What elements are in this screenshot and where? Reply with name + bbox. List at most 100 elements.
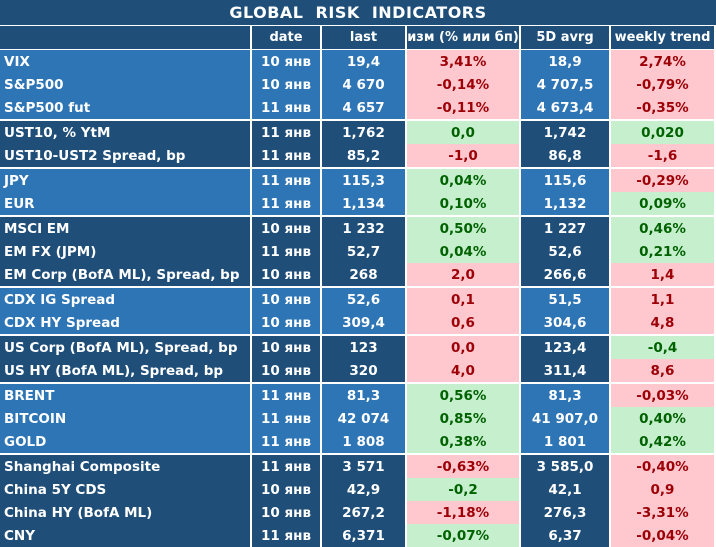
row-change: -0,11% [407, 96, 521, 119]
row-weekly-trend: -0,4 [611, 334, 716, 359]
table-row: BITCOIN 11 янв 42 074 0,85% 41 907,0 0,40% [0, 407, 716, 430]
row-weekly-trend: -3,31% [611, 501, 716, 524]
row-5d-average: 86,8 [521, 144, 611, 167]
risk-indicators-table: date last изм (% или бп) 5D avrg weekly … [0, 25, 716, 547]
row-weekly-trend: 0,9 [611, 478, 716, 501]
row-name: EM FX (JPM) [0, 240, 252, 263]
row-weekly-trend: -0,35% [611, 96, 716, 119]
row-name: CDX HY Spread [0, 311, 252, 334]
row-last: 1 808 [322, 430, 407, 453]
row-weekly-trend: -0,04% [611, 524, 716, 547]
row-change: 0,6 [407, 311, 521, 334]
row-5d-average: 123,4 [521, 334, 611, 359]
table-row: S&P500 fut 11 янв 4 657 -0,11% 4 673,4 -0,35% [0, 96, 716, 119]
row-last: 52,6 [322, 286, 407, 311]
row-name: JPY [0, 167, 252, 192]
row-5d-average: 4 707,5 [521, 73, 611, 96]
row-last: 267,2 [322, 501, 407, 524]
row-date: 10 янв [252, 334, 322, 359]
table-row: UST10-UST2 Spread, bp 11 янв 85,2 -1,0 86,8-… [0, 144, 716, 167]
row-name: EM Corp (BofA ML), Spread, bp [0, 263, 252, 286]
row-change: 0,0 [407, 119, 521, 144]
row-change: -0,2 [407, 478, 521, 501]
table-row: JPY 11 янв 115,3 0,04% 115,6 -0,29% [0, 167, 716, 192]
row-last: 1,134 [322, 192, 407, 215]
row-weekly-trend: 8,6 [611, 359, 716, 382]
row-date: 11 янв [252, 144, 322, 167]
row-name: BRENT [0, 382, 252, 407]
row-date: 10 янв [252, 501, 322, 524]
row-last: 42,9 [322, 478, 407, 501]
row-weekly-trend: -0,40% [611, 453, 716, 478]
table-row: US Corp (BofA ML), Spread, bp 10 янв 123 0,… [0, 334, 716, 359]
row-change: -0,07% [407, 524, 521, 547]
header-date: date [252, 25, 322, 50]
row-last: 115,3 [322, 167, 407, 192]
row-5d-average: 276,3 [521, 501, 611, 524]
table-row: EM FX (JPM) 11 янв 52,7 0,04% 52,6 0,21% [0, 240, 716, 263]
row-date: 11 янв [252, 453, 322, 478]
row-name: GOLD [0, 430, 252, 453]
row-date: 10 янв [252, 50, 322, 73]
table-row: China 5Y CDS 10 янв 42,9 -0,2 42,1 0,9 [0, 478, 716, 501]
row-change: -1,0 [407, 144, 521, 167]
row-change: 0,56% [407, 382, 521, 407]
row-date: 10 янв [252, 286, 322, 311]
row-5d-average: 1,742 [521, 119, 611, 144]
table-title: GLOBAL RISK INDICATORS [0, 0, 716, 25]
row-date: 11 янв [252, 430, 322, 453]
row-date: 11 янв [252, 192, 322, 215]
table-row: VIX 10 янв 19,4 3,41% 18,9 2,74% [0, 50, 716, 73]
row-last: 42 074 [322, 407, 407, 430]
table-row: GOLD 11 янв 1 808 0,38% 1 801 0,42% [0, 430, 716, 453]
row-5d-average: 115,6 [521, 167, 611, 192]
row-weekly-trend: 0,21% [611, 240, 716, 263]
row-weekly-trend: 2,74% [611, 50, 716, 73]
header-name [0, 25, 252, 50]
row-name: US HY (BofA ML), Spread, bp [0, 359, 252, 382]
row-date: 11 янв [252, 119, 322, 144]
row-weekly-trend: 0,09% [611, 192, 716, 215]
table-row: Shanghai Composite 11 янв 3 571 -0,63% 3 585… [0, 453, 716, 478]
row-date: 11 янв [252, 382, 322, 407]
row-change: 0,10% [407, 192, 521, 215]
row-5d-average: 4 673,4 [521, 96, 611, 119]
row-date: 11 янв [252, 524, 322, 547]
row-change: 0,04% [407, 167, 521, 192]
row-last: 1,762 [322, 119, 407, 144]
table-row: EUR 11 янв 1,134 0,10% 1,132 0,09% [0, 192, 716, 215]
table-body: VIX 10 янв 19,4 3,41% 18,9 2,74% S&P500 10 янв 4… [0, 50, 716, 547]
row-date: 11 янв [252, 407, 322, 430]
row-weekly-trend: -0,79% [611, 73, 716, 96]
row-weekly-trend: 1,4 [611, 263, 716, 286]
row-5d-average: 41 907,0 [521, 407, 611, 430]
row-change: 0,04% [407, 240, 521, 263]
row-weekly-trend: -0,03% [611, 382, 716, 407]
table-row: CNY 11 янв 6,371 -0,07% 6,37 -0,04% [0, 524, 716, 547]
row-last: 4 657 [322, 96, 407, 119]
row-last: 6,371 [322, 524, 407, 547]
row-5d-average: 42,1 [521, 478, 611, 501]
row-name: China 5Y CDS [0, 478, 252, 501]
table-row: S&P500 10 янв 4 670 -0,14% 4 707,5 -0,79% [0, 73, 716, 96]
row-5d-average: 304,6 [521, 311, 611, 334]
table-row: CDX IG Spread 10 янв 52,6 0,1 51,5 1,1 [0, 286, 716, 311]
row-name: MSCI EM [0, 215, 252, 240]
row-last: 4 670 [322, 73, 407, 96]
header-5d-average: 5D avrg [521, 25, 611, 50]
row-5d-average: 18,9 [521, 50, 611, 73]
row-change: 0,85% [407, 407, 521, 430]
row-name: BITCOIN [0, 407, 252, 430]
row-5d-average: 52,6 [521, 240, 611, 263]
row-5d-average: 81,3 [521, 382, 611, 407]
row-date: 10 янв [252, 478, 322, 501]
row-5d-average: 51,5 [521, 286, 611, 311]
row-last: 1 232 [322, 215, 407, 240]
row-last: 309,4 [322, 311, 407, 334]
row-date: 10 янв [252, 215, 322, 240]
row-weekly-trend: 0,40% [611, 407, 716, 430]
table-row: US HY (BofA ML), Spread, bp 10 янв 320 4,0 3… [0, 359, 716, 382]
row-change: 0,38% [407, 430, 521, 453]
row-weekly-trend: 0,020 [611, 119, 716, 144]
row-last: 81,3 [322, 382, 407, 407]
